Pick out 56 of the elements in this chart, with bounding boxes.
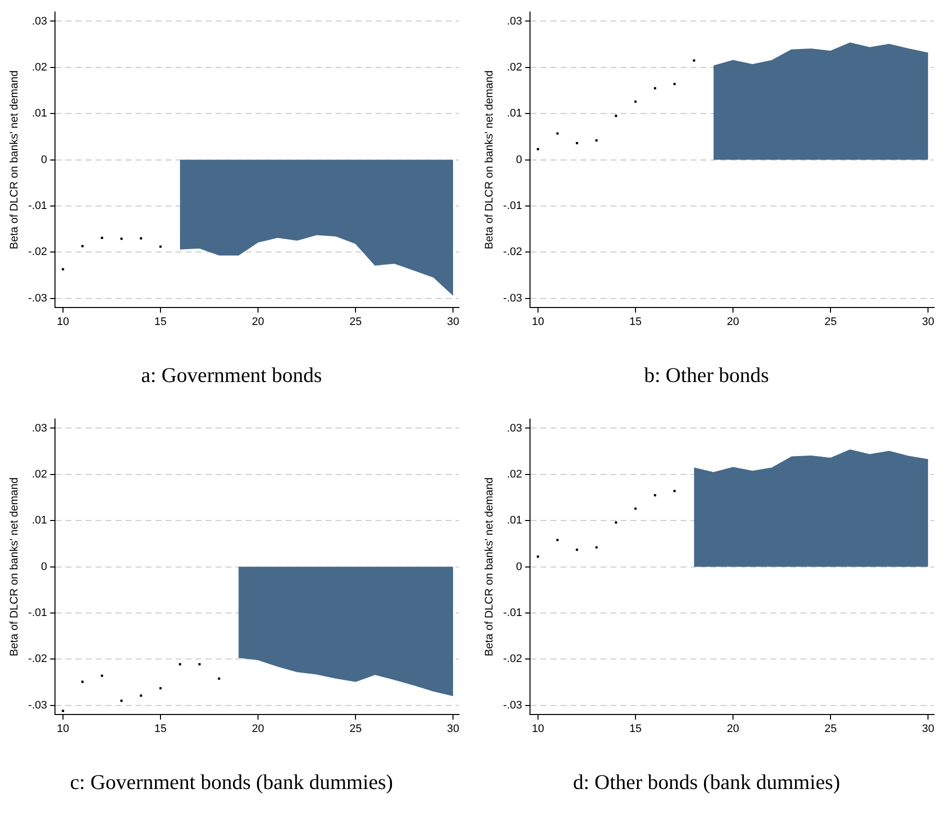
y-tick-label: .01 <box>506 108 522 120</box>
y-axis-title: Beta of DLCR on banks' net demand <box>8 477 21 656</box>
x-tick-label: 20 <box>726 723 740 736</box>
y-tick-label: .02 <box>32 61 48 74</box>
y-axis-title: Beta of DLCR on banks' net demand <box>484 70 496 250</box>
x-tick-label: 10 <box>532 723 544 736</box>
y-tick-label: -.02 <box>503 246 522 258</box>
x-tick-label: 25 <box>349 723 362 736</box>
x-tick-label: 25 <box>824 316 837 328</box>
x-tick-label: 30 <box>447 723 460 736</box>
y-tick-label: .02 <box>506 61 522 74</box>
x-tick-label: 30 <box>447 316 460 328</box>
x-tick-label: 20 <box>252 723 264 736</box>
x-tick-label: 30 <box>922 316 934 328</box>
x-tick-label: 20 <box>726 316 740 328</box>
x-tick-label: 20 <box>252 316 264 328</box>
x-tick-label: 25 <box>349 316 362 328</box>
y-tick-label: -.03 <box>28 699 48 712</box>
y-tick-label: .01 <box>506 514 522 527</box>
y-tick-label: -.01 <box>503 200 522 212</box>
y-tick-label: .01 <box>32 514 48 527</box>
x-tick-label: 25 <box>824 723 837 736</box>
y-tick-label: .02 <box>32 468 48 480</box>
x-tick-label: 15 <box>629 723 642 736</box>
y-tick-label: .03 <box>506 422 522 434</box>
y-tick-label: -.02 <box>28 246 48 258</box>
x-tick-label: 10 <box>532 316 544 328</box>
y-tick-label: -.03 <box>503 699 522 712</box>
y-tick-label: .01 <box>32 108 48 120</box>
y-tick-label: 0 <box>516 154 522 166</box>
y-tick-label: -.02 <box>28 653 48 666</box>
text: c: Government bonds (bank dummies) <box>70 770 394 794</box>
text: d: Other bonds (bank dummies) <box>572 770 840 794</box>
x-tick-label: 15 <box>629 316 642 328</box>
x-tick-label: 10 <box>56 316 70 328</box>
text: b: Other bonds <box>644 362 769 387</box>
x-tick-label: 15 <box>154 316 167 328</box>
text: a: Government bonds <box>141 362 322 387</box>
y-tick-label: -.03 <box>503 292 522 304</box>
y-tick-label: 0 <box>41 154 48 166</box>
y-axis-title: Beta of DLCR on banks' net demand <box>484 477 496 656</box>
y-tick-label: .02 <box>506 468 522 480</box>
x-tick-label: 10 <box>56 723 70 736</box>
x-tick-label: 15 <box>154 723 167 736</box>
y-tick-label: -.03 <box>28 292 48 304</box>
y-tick-label: .03 <box>506 15 522 28</box>
y-tick-label: .03 <box>32 422 48 434</box>
x-tick-label: 30 <box>922 723 934 736</box>
y-tick-label: .03 <box>32 15 48 28</box>
y-tick-label: -.02 <box>503 653 522 666</box>
y-axis-title: Beta of DLCR on banks' net demand <box>8 70 21 250</box>
y-tick-label: 0 <box>516 560 522 573</box>
y-tick-label: -.01 <box>503 607 522 620</box>
y-tick-label: -.01 <box>28 607 48 620</box>
y-tick-label: 0 <box>41 560 48 573</box>
y-tick-label: -.01 <box>28 200 48 212</box>
